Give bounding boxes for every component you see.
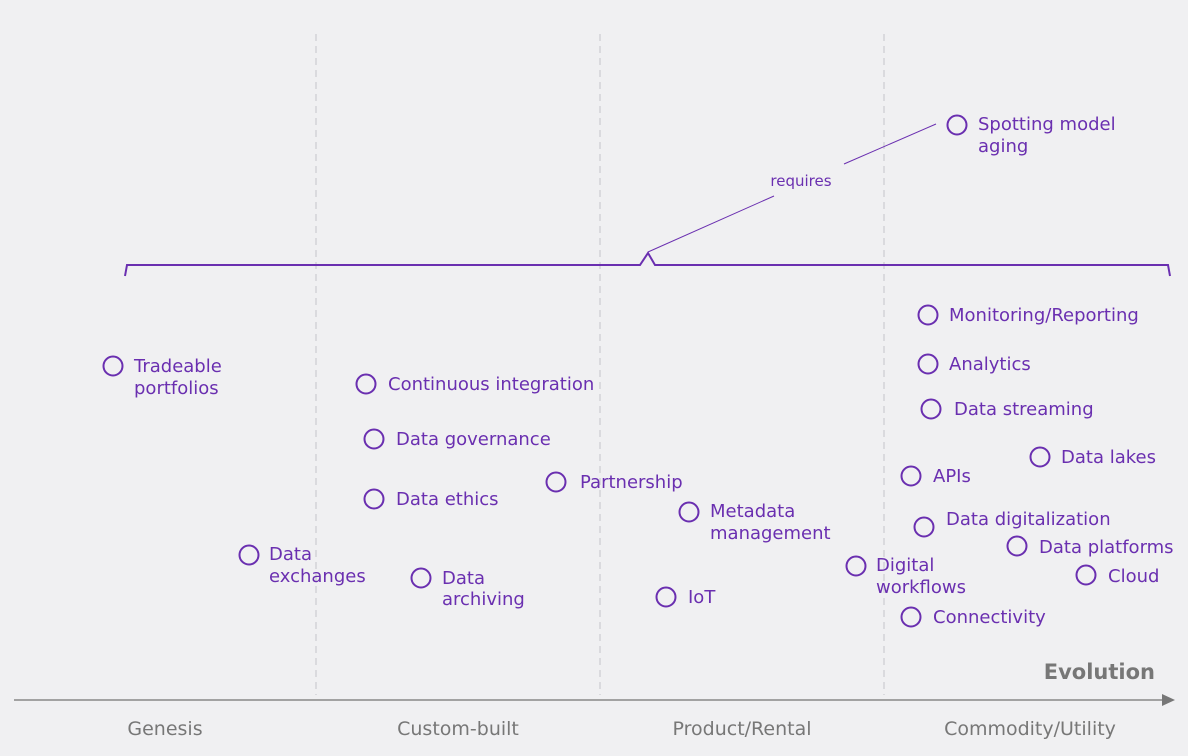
node-label: portfolios xyxy=(134,378,219,399)
node-data-ethics[interactable]: Data ethics xyxy=(363,488,499,510)
node-data-exchanges[interactable]: Data exchanges xyxy=(238,544,366,587)
node-label: Monitoring/Reporting xyxy=(949,305,1139,326)
axis-title: Evolution xyxy=(1044,660,1155,684)
node-label: management xyxy=(710,523,831,544)
node-label: Continuous integration xyxy=(388,374,594,395)
node-label: exchanges xyxy=(269,566,366,587)
node-label: aging xyxy=(978,136,1028,157)
requires-link xyxy=(647,195,775,253)
node-tradeable-portfolios[interactable]: Tradeable portfolios xyxy=(102,355,222,399)
node-metadata-management[interactable]: Metadata management xyxy=(678,501,831,544)
node-label: Cloud xyxy=(1108,566,1159,587)
node-data-streaming[interactable]: Data streaming xyxy=(920,398,1094,420)
group-bracket xyxy=(124,251,1171,277)
node-data-lakes[interactable]: Data lakes xyxy=(1029,446,1156,468)
node-apis[interactable]: APIs xyxy=(900,465,971,487)
node-cloud[interactable]: Cloud xyxy=(1075,564,1160,588)
node-label: Data streaming xyxy=(954,399,1094,420)
node-label: Data xyxy=(442,568,485,589)
node-label: Digital xyxy=(876,555,934,576)
node-label: IoT xyxy=(688,587,716,608)
requires-label: requires xyxy=(770,172,831,190)
node-label: archiving xyxy=(442,589,525,610)
node-label: Spotting model xyxy=(978,114,1116,135)
node-label: Data digitalization xyxy=(946,509,1111,530)
node-label: APIs xyxy=(933,466,971,487)
stage-label-genesis: Genesis xyxy=(127,718,202,740)
node-label: Tradeable xyxy=(133,356,222,377)
node-label: Data xyxy=(269,544,312,565)
node-data-digitalization[interactable]: Data digitalization xyxy=(913,509,1111,538)
node-data-governance[interactable]: Data governance xyxy=(363,428,551,450)
node-monitoring[interactable]: Monitoring/Reporting xyxy=(917,304,1139,326)
node-label: workflows xyxy=(876,577,966,598)
node-data-archiving[interactable]: Data archiving xyxy=(410,567,525,610)
node-label: Analytics xyxy=(949,354,1031,375)
node-label: Data lakes xyxy=(1061,447,1156,468)
node-data-platforms[interactable]: Data platforms xyxy=(1006,535,1174,559)
stage-label-product: Product/Rental xyxy=(673,718,812,740)
stage-label-custom-built: Custom-built xyxy=(397,718,519,740)
node-iot[interactable]: IoT xyxy=(655,586,717,608)
node-analytics[interactable]: Analytics xyxy=(917,353,1031,375)
axis-arrow-icon xyxy=(1162,694,1175,706)
node-label: Data governance xyxy=(396,429,551,450)
node-label: Connectivity xyxy=(933,607,1046,628)
node-digital-workflows[interactable]: Digital workflows xyxy=(845,555,967,598)
node-label: Metadata xyxy=(710,501,795,522)
node-continuous-integration[interactable]: Continuous integration xyxy=(355,373,595,395)
node-partnership[interactable]: Partnership xyxy=(545,471,683,493)
node-label: Data platforms xyxy=(1039,537,1174,558)
stage-label-commodity: Commodity/Utility xyxy=(944,718,1116,740)
node-label: Data ethics xyxy=(396,489,499,510)
node-label: Partnership xyxy=(580,472,683,493)
requires-link xyxy=(843,123,937,165)
node-connectivity[interactable]: Connectivity xyxy=(900,606,1047,628)
node-spotting-model-aging[interactable]: Spotting model aging xyxy=(946,114,1116,157)
